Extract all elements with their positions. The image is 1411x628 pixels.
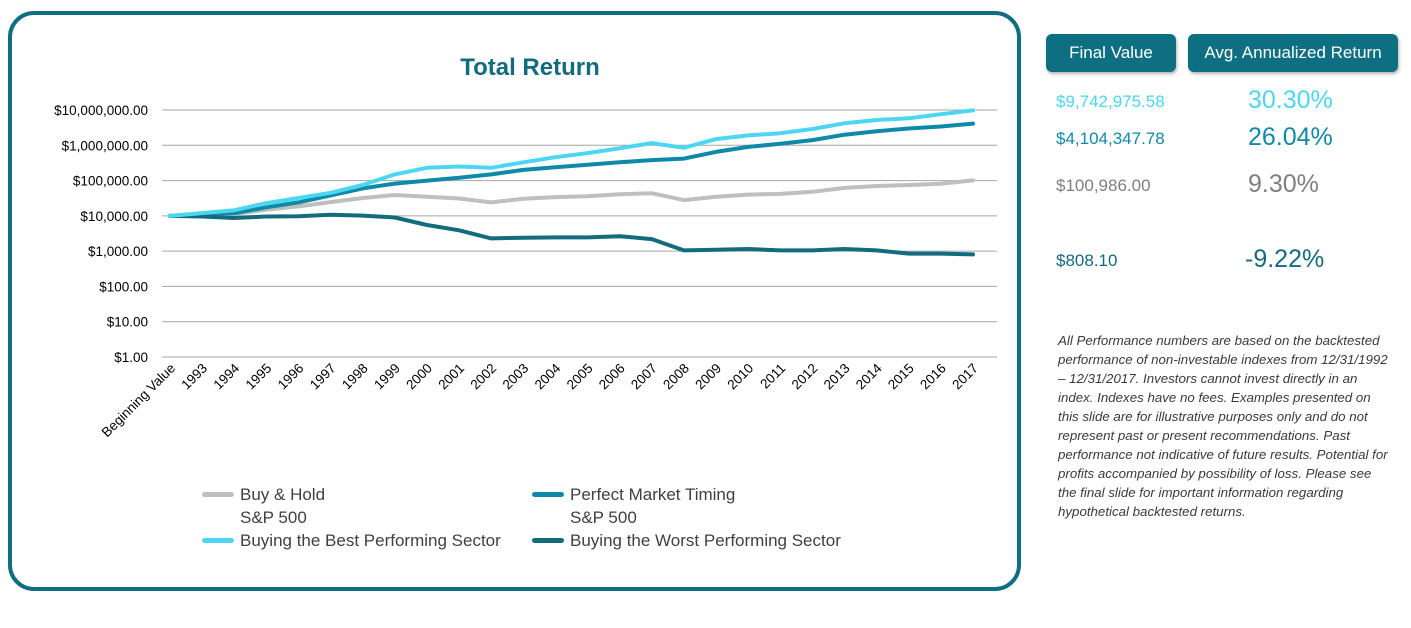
return-buy-hold: 9.30% (1248, 170, 1319, 198)
legend-swatch (202, 492, 234, 497)
disclaimer-text: All Performance numbers are based on the… (1058, 333, 1388, 519)
x-tick-label: 2013 (821, 361, 853, 393)
legend-label: Buying the Worst Performing Sector (570, 531, 841, 550)
final-value-best-sector: $9,742,975.58 (1056, 92, 1165, 111)
x-tick-label: 1997 (307, 361, 339, 393)
y-tick-label: $1.00 (114, 350, 148, 365)
x-tick-label: 1996 (275, 361, 307, 393)
legend-worst-sector: Buying the Worst Performing Sector (532, 529, 841, 552)
y-tick-label: $100.00 (99, 279, 148, 294)
x-tick-label: 1993 (178, 361, 210, 393)
final-value-header-label: Final Value (1069, 43, 1153, 62)
return-market-timing: 26.04% (1248, 123, 1333, 151)
x-tick-label: Beginning Value (99, 361, 178, 440)
legend-swatch (202, 538, 234, 543)
chart-panel: Total Return $10,000,000.00 $1,000,000.00… (8, 11, 1021, 591)
x-tick-label: 2004 (532, 360, 564, 392)
x-tick-label: 2003 (500, 361, 532, 393)
series-line-market-timing (168, 121, 975, 218)
final-value-buy-hold: $100,986.00 (1056, 176, 1151, 195)
final-value-market-timing: $4,104,347.78 (1056, 129, 1165, 148)
chart-title: Total Return (460, 54, 600, 81)
x-tick-label: 2008 (660, 361, 692, 393)
x-tick-label: 2011 (757, 361, 788, 392)
x-tick-label: 2010 (724, 361, 756, 393)
y-tick-label: $10,000.00 (80, 209, 148, 224)
legend-label: Buying the Best Performing Sector (240, 531, 501, 550)
x-tick-label: 1999 (371, 361, 403, 393)
legend-label: Perfect Market Timing S&P 500 (570, 485, 736, 527)
legend-swatch (532, 492, 564, 497)
legend-best-sector: Buying the Best Performing Sector (202, 529, 501, 552)
annualized-return-header-label: Avg. Annualized Return (1204, 43, 1382, 62)
y-tick-label: $10.00 (107, 315, 148, 330)
y-axis-ticks: $10,000,000.00 $1,000,000.00 $100,000.00 $1… (54, 103, 148, 365)
final-value-worst-sector: $808.10 (1056, 251, 1118, 270)
x-tick-label: 2005 (564, 361, 596, 393)
final-value-header: Final Value (1046, 34, 1176, 72)
x-tick-label: 2014 (853, 360, 885, 392)
x-tick-label: 2012 (789, 361, 821, 393)
x-tick-label: 2016 (917, 361, 949, 393)
y-tick-label: $10,000,000.00 (54, 103, 148, 118)
x-tick-label: 1998 (339, 361, 371, 393)
x-tick-label: 2001 (435, 361, 467, 393)
legend-market-timing: Perfect Market Timing S&P 500 (532, 483, 735, 529)
x-tick-label: 2000 (403, 361, 435, 393)
grid-lines (162, 109, 997, 358)
legend-label: Buy & Hold S&P 500 (240, 485, 326, 527)
legend-buy-hold: Buy & Hold S&P 500 (202, 483, 325, 529)
x-tick-label: 2002 (467, 361, 499, 393)
series-lines (168, 108, 975, 257)
legend-swatch (532, 538, 564, 543)
series-line-best-sector (168, 108, 975, 218)
y-tick-label: $1,000,000.00 (62, 138, 148, 153)
x-tick-label: 2015 (885, 361, 917, 393)
annualized-return-header: Avg. Annualized Return (1188, 34, 1398, 72)
total-return-chart: Total Return $10,000,000.00 $1,000,000.00… (54, 54, 997, 440)
series-line-buy-hold (168, 178, 975, 218)
y-tick-label: $1,000.00 (88, 244, 148, 259)
x-tick-label: 1994 (211, 360, 243, 392)
x-axis-ticks: Beginning Value 1993 1994 1995 1996 1997 1998 1… (99, 360, 981, 440)
x-tick-label: 2017 (949, 361, 981, 393)
x-tick-label: 1995 (243, 361, 275, 393)
y-tick-label: $100,000.00 (73, 174, 148, 189)
return-best-sector: 30.30% (1248, 86, 1333, 114)
x-tick-label: 2009 (692, 361, 724, 393)
return-worst-sector: -9.22% (1245, 245, 1325, 273)
x-tick-label: 2007 (628, 361, 660, 393)
x-tick-label: 2006 (596, 361, 628, 393)
series-line-worst-sector (168, 212, 975, 257)
